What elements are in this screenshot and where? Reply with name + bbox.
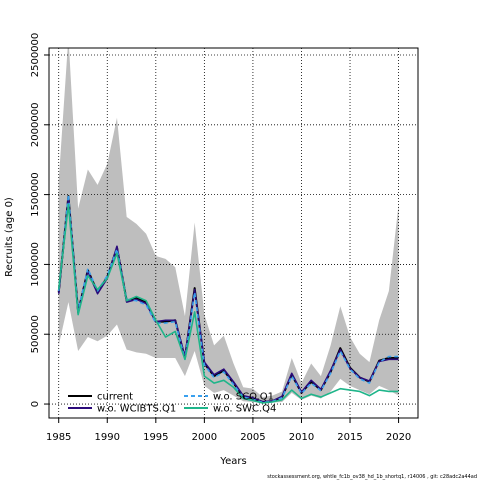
y-tick-label: 500000	[30, 315, 41, 353]
legend: currentw.o. WCIBTS.Q1 w.o. SCO.Q1w.o. SWC…	[68, 392, 276, 415]
y-tick-label: 2000000	[30, 103, 41, 148]
confidence-band-layer	[59, 37, 399, 404]
x-tick-label: 1990	[95, 432, 120, 443]
x-tick-label: 2005	[240, 432, 265, 443]
legend-item: current	[68, 392, 133, 403]
x-tick-label: 1985	[46, 432, 71, 443]
x-tick-label: 2015	[337, 432, 362, 443]
x-axis: 1985 1990 1995 2000 2005 2010 2015 2020	[46, 418, 411, 443]
legend-item: w.o. SCO.Q1	[184, 392, 274, 403]
y-tick-label: 1000000	[30, 242, 41, 287]
x-tick-label: 1995	[143, 432, 168, 443]
x-tick-label: 2010	[289, 432, 314, 443]
x-tick-label: 2000	[192, 432, 217, 443]
legend-item: w.o. WCIBTS.Q1	[68, 404, 176, 415]
legend-item: w.o. SWC.Q4	[184, 404, 276, 415]
legend-label: w.o. SCO.Q1	[213, 392, 274, 403]
y-axis-label: Recruits (age 0)	[4, 197, 15, 277]
y-tick-label: 2500000	[30, 33, 41, 78]
x-tick-label: 2020	[386, 432, 411, 443]
legend-label: current	[97, 392, 133, 403]
y-tick-label: 1500000	[30, 172, 41, 217]
footer-text: stockassessment.org, whtle_fc1b_ov38_hd_…	[267, 474, 477, 480]
y-tick-label: 0	[30, 401, 41, 407]
x-axis-label: Years	[219, 456, 246, 467]
y-axis: 0 500000 1000000 1500000 2000000 2500000	[30, 33, 49, 408]
confidence-band	[59, 37, 399, 404]
legend-label: w.o. WCIBTS.Q1	[97, 404, 176, 415]
legend-label: w.o. SWC.Q4	[213, 404, 276, 415]
